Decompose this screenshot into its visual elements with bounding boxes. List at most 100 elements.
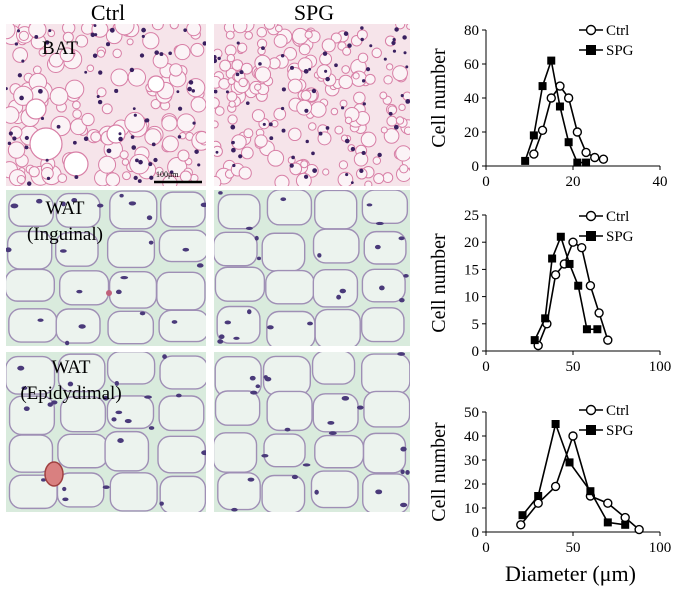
lipid-droplet — [338, 74, 353, 90]
nucleus — [139, 311, 146, 316]
nucleus — [311, 151, 315, 156]
adipocyte — [55, 308, 101, 344]
nucleus — [261, 453, 269, 458]
nucleus — [109, 27, 115, 33]
nucleus — [379, 285, 385, 291]
nucleus — [24, 145, 29, 150]
nucleus — [405, 99, 410, 104]
nucleus — [102, 395, 109, 401]
lipid-droplet — [174, 43, 191, 61]
nucleus — [256, 256, 262, 261]
lipid-droplet — [254, 83, 262, 91]
y-tick-label: 0 — [472, 159, 480, 175]
adipocyte — [216, 305, 261, 344]
lipid-droplet — [226, 53, 236, 63]
nucleus — [391, 40, 396, 46]
nucleus — [114, 380, 119, 386]
lipid-droplet — [392, 65, 408, 82]
nucleus — [405, 470, 410, 475]
nucleus — [344, 138, 350, 144]
lipid-droplet — [13, 85, 34, 106]
x-tick-label: 50 — [566, 359, 581, 375]
nucleus — [202, 41, 206, 46]
nucleus — [214, 58, 218, 64]
nucleus — [375, 489, 383, 495]
nucleus — [16, 29, 21, 33]
adipocyte — [6, 355, 56, 395]
nucleus — [149, 175, 154, 180]
nucleus — [327, 420, 335, 425]
chart-wat-epididymal: 0 10 20 30 40 50 0 50 100 Cell number Ctrl SPG — [420, 398, 682, 566]
nucleus — [284, 427, 291, 432]
adipocyte — [156, 271, 206, 311]
nucleus — [97, 203, 104, 208]
lipid-droplet — [169, 24, 179, 30]
adipocyte — [263, 433, 306, 468]
nucleus — [78, 324, 86, 329]
nucleus — [231, 507, 238, 512]
nucleus — [21, 59, 25, 63]
adipocyte — [109, 472, 158, 512]
lipid-droplet — [29, 127, 63, 161]
nucleus — [247, 309, 252, 315]
nucleus — [23, 406, 30, 411]
adipocyte — [106, 352, 156, 385]
nucleus — [366, 203, 373, 207]
nucleus — [314, 489, 319, 495]
adipocyte — [362, 432, 407, 474]
x-tick-label: 50 — [566, 540, 581, 556]
data-point-ctrl — [550, 481, 561, 492]
data-point-spg — [586, 487, 595, 496]
lipid-droplet — [296, 99, 313, 116]
chart-bat: 0 20 40 60 80 0 20 40 Cell number Ctrl SPG — [420, 18, 682, 204]
lipid-droplet — [214, 120, 219, 129]
adipocyte — [361, 190, 409, 225]
adipocyte — [361, 268, 406, 303]
nucleus — [245, 101, 250, 105]
nucleus — [188, 80, 194, 85]
lipid-droplet — [169, 63, 183, 77]
lipid-droplet — [90, 131, 102, 143]
nucleus — [308, 67, 312, 71]
chart-svg-wat-inguinal: 0 5 10 15 20 25 0 50 100 Cell number Ctrl SPG — [428, 208, 671, 375]
nucleus — [258, 62, 262, 66]
lipid-droplet — [214, 106, 225, 116]
data-point-ctrl — [537, 125, 548, 136]
nucleus — [311, 88, 317, 94]
nucleus — [325, 76, 330, 82]
nucleus — [214, 54, 217, 60]
nucleus — [192, 121, 196, 125]
data-point-spg — [548, 254, 557, 263]
nucleus — [148, 426, 155, 430]
lipid-droplet — [304, 30, 313, 39]
adipocyte — [214, 266, 266, 302]
data-point-ctrl — [563, 93, 574, 103]
lipid-droplet — [96, 49, 106, 58]
data-point-spg — [573, 158, 582, 167]
adipocyte — [59, 396, 107, 433]
nucleus — [197, 163, 201, 167]
lipid-droplet — [98, 155, 117, 174]
lipid-droplet — [295, 172, 312, 186]
lipid-droplet — [322, 168, 330, 176]
nucleus — [304, 108, 309, 113]
nucleus — [362, 102, 366, 106]
nucleus — [171, 320, 178, 324]
legend-label-ctrl: Ctrl — [606, 209, 629, 225]
lipid-droplet — [244, 31, 253, 40]
nucleus — [168, 51, 172, 56]
adipocyte — [55, 192, 101, 228]
chart-svg-bat: 0 20 40 60 80 0 20 40 Cell number Ctrl SPG — [428, 23, 668, 190]
nucleus — [267, 325, 274, 330]
y-tick-label: 0 — [472, 344, 480, 360]
nucleus — [235, 72, 240, 77]
nucleus — [51, 400, 58, 405]
data-point-ctrl — [572, 127, 583, 137]
lipid-droplet — [232, 24, 248, 34]
adipocyte — [158, 229, 206, 263]
lipid-droplet — [267, 149, 285, 167]
tissue-label-bat: BAT — [20, 36, 100, 62]
lipid-droplet — [263, 24, 276, 30]
nucleus — [245, 226, 253, 230]
y-tick-label: 20 — [464, 125, 479, 141]
